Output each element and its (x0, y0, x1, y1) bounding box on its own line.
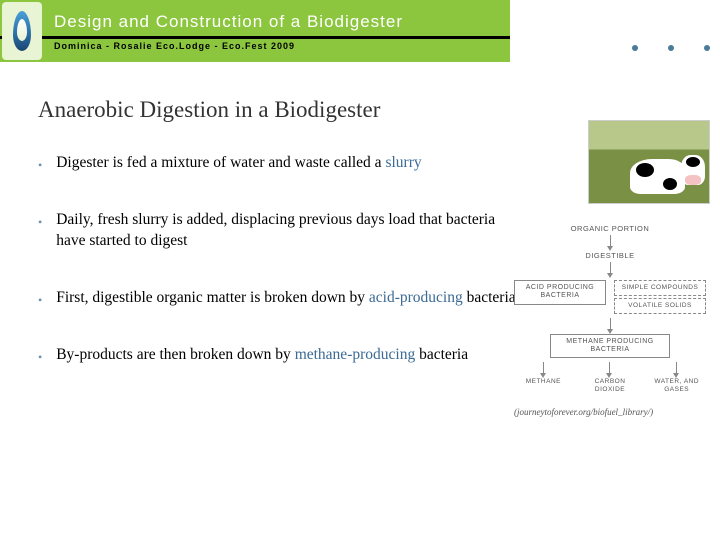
bullet-mark: • (38, 215, 42, 230)
diagram-label: ORGANIC PORTION (510, 224, 710, 233)
bullet-text: By-products are then broken down by meth… (56, 345, 468, 366)
right-column: ORGANIC PORTION DIGESTIBLE ACID PRODUCIN… (510, 120, 710, 417)
header-divider (0, 36, 510, 39)
diagram-output: CARBON DIOXIDE (577, 378, 644, 392)
header-title: Design and Construction of a Biodigester (54, 12, 510, 32)
bullet-item: • By-products are then broken down by me… (38, 345, 518, 366)
bullet-mark: • (38, 158, 42, 173)
diagram-side: SIMPLE COMPOUNDS (614, 280, 706, 296)
diagram-side: VOLATILE SOLIDS (614, 298, 706, 314)
bullet-text: Digester is fed a mixture of water and w… (56, 153, 421, 174)
bullet-item: • Daily, fresh slurry is added, displaci… (38, 210, 518, 252)
bullet-text: First, digestible organic matter is brok… (56, 288, 515, 309)
cow-image (588, 120, 710, 204)
header-subtitle: Dominica - Rosalie Eco.Lodge - Eco.Fest … (54, 41, 510, 51)
bullet-mark: • (38, 293, 42, 308)
header-banner: Design and Construction of a Biodigester… (0, 0, 510, 62)
bullet-list: • Digester is fed a mixture of water and… (0, 153, 518, 402)
bullet-mark: • (38, 350, 42, 365)
process-diagram: ORGANIC PORTION DIGESTIBLE ACID PRODUCIN… (510, 224, 710, 393)
diagram-output: METHANE (510, 378, 577, 392)
diagram-box: ACID PRODUCING BACTERIA (514, 280, 606, 305)
bullet-item: • First, digestible organic matter is br… (38, 288, 518, 309)
diagram-label: DIGESTIBLE (510, 251, 710, 260)
diagram-box: METHANE PRODUCING BACTERIA (550, 334, 670, 359)
diagram-output: WATER, AND GASES (643, 378, 710, 392)
citation: (journeytoforever.org/biofuel_library/) (510, 407, 710, 417)
bullet-text: Daily, fresh slurry is added, displacing… (56, 210, 518, 252)
decorative-dots (632, 45, 710, 51)
bullet-item: • Digester is fed a mixture of water and… (38, 153, 518, 174)
logo-flame (2, 2, 42, 60)
